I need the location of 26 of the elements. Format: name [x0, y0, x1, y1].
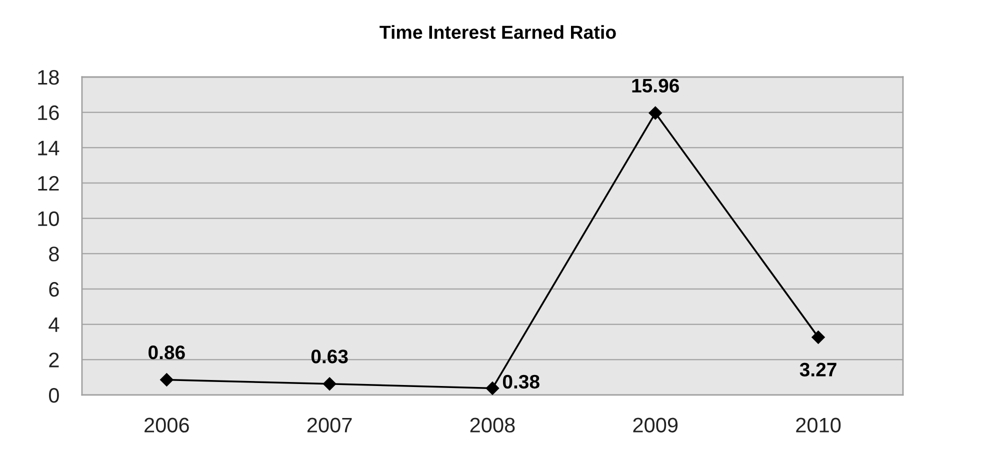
x-tick-label: 2008: [470, 418, 515, 433]
data-label: 3.27: [800, 362, 836, 377]
point: [486, 382, 500, 395]
x-tick-label: 2009: [633, 418, 678, 433]
data-label: 15.96: [632, 78, 679, 93]
y-tick-label: 10: [38, 211, 59, 226]
y-tick-label: 6: [49, 282, 59, 297]
data-label: 0.86: [148, 346, 185, 360]
data-label: 0.63: [311, 350, 348, 364]
x-tick-label: 2006: [144, 418, 189, 433]
y-tick-label: 0: [48, 388, 59, 403]
point: [322, 377, 336, 390]
y-tick-label: 2: [49, 352, 59, 368]
chart-title: Time Interest Earned Ratio: [380, 25, 616, 39]
y-tick-label: 14: [38, 140, 60, 156]
y-tick-label: 12: [38, 176, 59, 191]
point: [160, 373, 174, 386]
y-tick-label: 4: [48, 318, 60, 332]
y-tick-label: 16: [38, 105, 59, 120]
y-tick-label: 8: [49, 246, 59, 262]
y-tick-label: 18: [38, 70, 59, 85]
data-label: 0.38: [502, 374, 540, 389]
point: [812, 330, 825, 344]
x-tick-label: 2010: [796, 418, 841, 433]
x-tick-label: 2007: [307, 418, 352, 433]
point: [648, 106, 662, 120]
